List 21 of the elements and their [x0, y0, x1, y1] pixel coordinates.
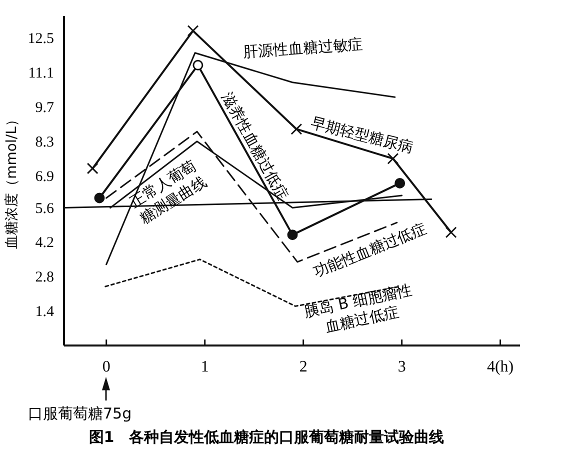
- text: 滋养性血糖过低症: [218, 89, 292, 203]
- x-tick-label: 1: [200, 358, 209, 376]
- y-tick-label: 2.8: [35, 270, 54, 286]
- text: 图1 各种自发性低血糖症的口服葡萄糖耐量试验曲线: [88, 428, 444, 446]
- series-label: 肝源性血糖过敏症: [242, 34, 364, 62]
- y-tick-label: 6.9: [35, 168, 54, 185]
- y-axis-title: 血糖浓度（mmol/L）: [4, 112, 20, 249]
- y-tick-label: 4.2: [35, 235, 54, 252]
- x-tick-label: 4(h): [486, 358, 514, 376]
- text: 口服葡萄糖75g: [28, 404, 132, 422]
- y-tick-label: 12.5: [28, 31, 54, 48]
- y-tick-label: 9.7: [35, 100, 54, 116]
- text: 功能性血糖过低症: [310, 219, 430, 281]
- y-tick-label: 5.6: [35, 200, 54, 217]
- text: 早期轻型糖尿病: [308, 114, 416, 156]
- y-tick-label: 1.4: [35, 304, 54, 320]
- y-tick-label: 11.1: [28, 66, 54, 82]
- x-tick-label: 3: [398, 358, 406, 376]
- x-tick-label: 0: [102, 358, 110, 376]
- y-tick-label: 8.3: [35, 134, 54, 150]
- x-tick-label: 2: [299, 358, 308, 376]
